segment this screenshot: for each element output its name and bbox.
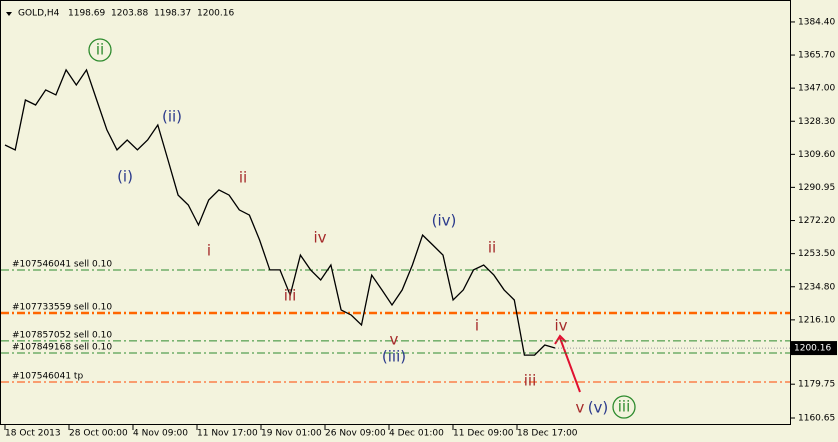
x-tick-label: 26 Nov 09:00 <box>325 429 386 439</box>
wave-label: (ii) <box>162 108 182 126</box>
x-tick-label: 11 Dec 09:00 <box>453 429 514 439</box>
symbol: GOLD,H4 <box>18 9 60 19</box>
x-tick-label: 19 Nov 01:00 <box>261 429 322 439</box>
projection-arrow <box>559 337 581 393</box>
wave-label: ii <box>239 169 247 187</box>
last-price-label: 1200.16 <box>794 344 831 354</box>
ohlc-value: 1200.16 <box>197 9 234 19</box>
y-tick-label: 1290.95 <box>798 183 835 193</box>
order-label: #107546041 tp <box>12 371 83 381</box>
wave-label: iii <box>618 398 631 416</box>
x-tick-label: 18 Oct 2013 <box>5 429 61 439</box>
wave-label: (i) <box>117 168 133 186</box>
y-tick-label: 1234.80 <box>798 282 835 292</box>
last-price-box <box>791 341 837 356</box>
wave-label: iv <box>313 229 326 247</box>
y-tick-label: 1272.20 <box>798 216 835 226</box>
wave-label: v <box>576 399 585 417</box>
x-tick-label: 4 Nov 09:00 <box>133 429 188 439</box>
wave-label: iii <box>284 287 297 305</box>
x-tick-label: 28 Oct 00:00 <box>69 429 128 439</box>
order-label: #107733559 sell 0.10 <box>12 302 112 312</box>
ohlc-value: 1198.69 <box>68 9 105 19</box>
order-label: #107857052 sell 0.10 <box>12 330 112 340</box>
x-tick-label: 11 Nov 17:00 <box>197 429 258 439</box>
y-tick-label: 1384.40 <box>798 17 835 27</box>
plot-frame <box>0 0 791 425</box>
wave-label: ii <box>488 239 496 257</box>
price-line <box>4 68 556 356</box>
menu-arrow[interactable] <box>6 12 12 16</box>
y-tick-label: 1328.30 <box>798 117 835 127</box>
x-tick-label: 18 Dec 17:00 <box>517 429 578 439</box>
wave-label: (iv) <box>432 212 457 230</box>
y-tick-label: 1160.65 <box>798 414 835 424</box>
y-tick-label: 1309.60 <box>798 150 835 160</box>
wave-circle <box>88 38 112 62</box>
order-label: #107849168 sell 0.10 <box>12 342 112 352</box>
wave-label: iii <box>524 372 537 390</box>
wave-label: (v) <box>588 399 609 417</box>
y-tick-label: 1365.70 <box>798 51 835 61</box>
ohlc-value: 1198.37 <box>154 9 191 19</box>
ohlc-value: 1203.88 <box>111 9 148 19</box>
x-tick-label: 4 Dec 01:00 <box>389 429 444 439</box>
y-tick-label: 1253.50 <box>798 249 835 259</box>
wave-label: (iii) <box>382 348 406 366</box>
y-tick-label: 1179.75 <box>798 380 835 390</box>
y-tick-label: 1347.00 <box>798 84 835 94</box>
order-label: #107546041 sell 0.10 <box>12 259 112 269</box>
wave-label: i <box>207 242 211 260</box>
wave-circle <box>612 395 636 419</box>
wave-label: iv <box>554 317 567 335</box>
wave-label: ii <box>96 41 104 59</box>
wave-label: v <box>390 331 399 349</box>
y-tick-label: 1216.10 <box>798 315 835 325</box>
wave-label: i <box>475 317 479 335</box>
